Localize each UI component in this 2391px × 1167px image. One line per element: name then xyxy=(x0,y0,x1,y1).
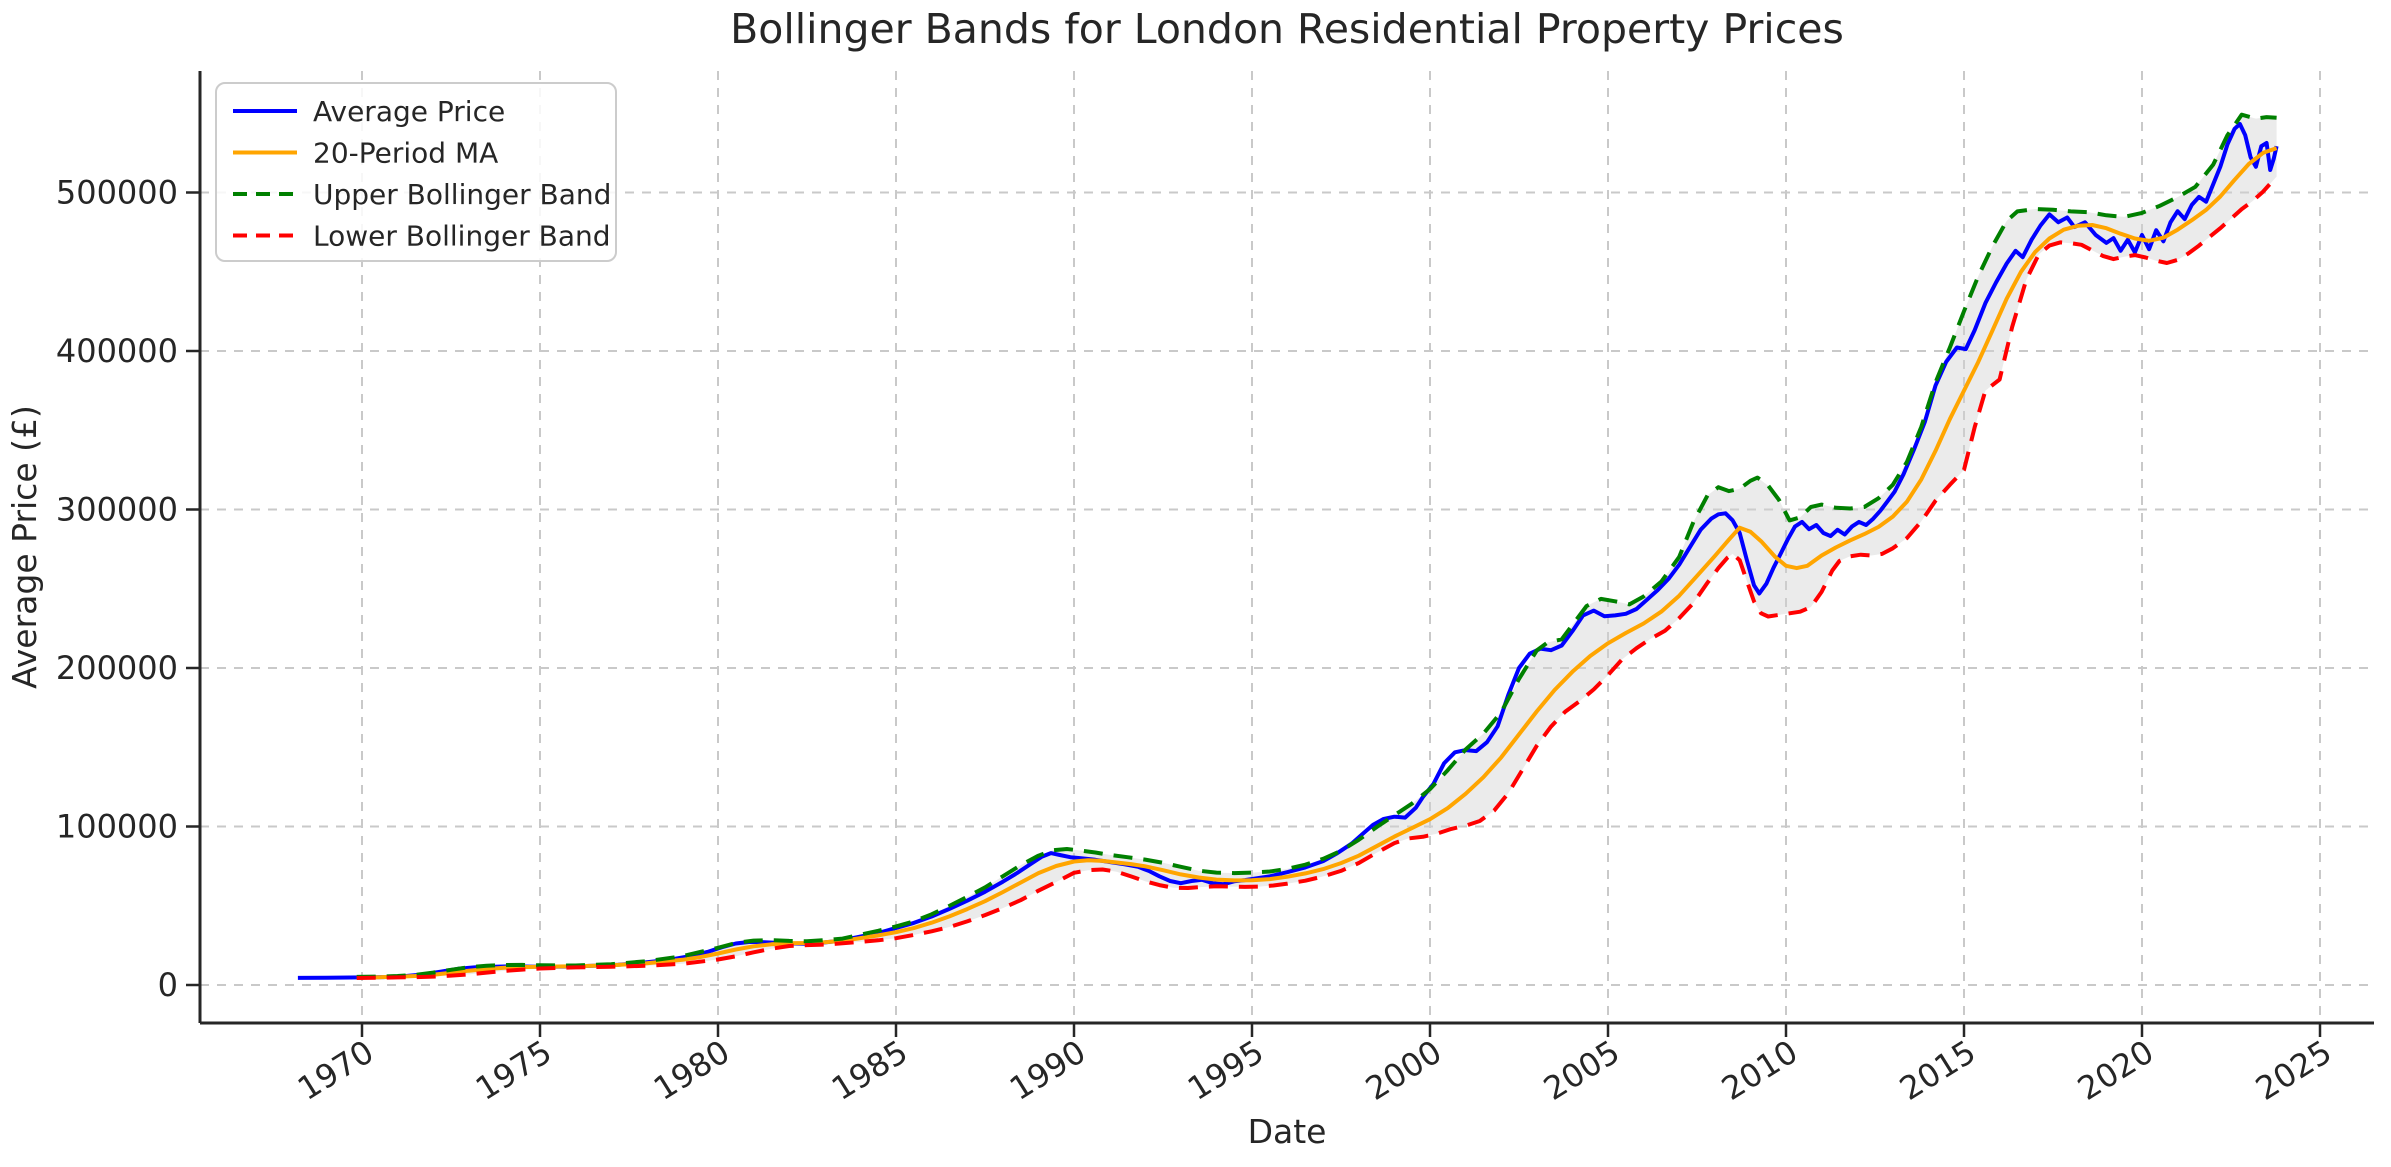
y-tick-label: 200000 xyxy=(56,649,178,687)
legend-item-label: Lower Bollinger Band xyxy=(313,220,611,253)
x-tick-label: 2005 xyxy=(1537,1033,1626,1108)
x-tick-label: 1995 xyxy=(1181,1033,1270,1108)
y-tick-label: 300000 xyxy=(56,491,178,529)
chart-title: Bollinger Bands for London Residential P… xyxy=(730,5,1844,53)
x-tick-label: 2025 xyxy=(2249,1033,2338,1108)
legend-item-label: 20-Period MA xyxy=(313,137,498,170)
y-tick-label: 500000 xyxy=(56,174,178,212)
20-period-ma-line xyxy=(356,146,2278,980)
y-axis-label: Average Price (£) xyxy=(5,405,44,689)
upper-bollinger-band-line xyxy=(356,112,2277,979)
x-tick-label: 1980 xyxy=(647,1033,736,1108)
x-tick-label: 2020 xyxy=(2071,1033,2160,1108)
x-tick-label: 1985 xyxy=(825,1033,914,1108)
legend-item-label: Average Price xyxy=(313,95,505,128)
x-tick-label: 2015 xyxy=(1893,1033,1982,1108)
y-tick-label: 0 xyxy=(158,966,178,1004)
data-series xyxy=(297,112,2279,980)
legend-box xyxy=(215,82,617,262)
axis-ticks xyxy=(186,191,2322,1037)
y-tick-label: 100000 xyxy=(56,808,178,846)
x-tick-label: 1975 xyxy=(469,1033,558,1108)
bollinger-band-fill xyxy=(356,114,2277,978)
x-tick-label: 2010 xyxy=(1715,1033,1804,1108)
x-axis-label: Date xyxy=(1248,1112,1327,1151)
legend-item-label: Upper Bollinger Band xyxy=(313,178,611,211)
band-fill-area xyxy=(356,114,2277,978)
x-tick-label: 1990 xyxy=(1003,1033,1092,1108)
legend: Average Price 20-Period MA Upper Bollinger… xyxy=(215,82,617,262)
axis-spines xyxy=(198,71,2374,1025)
x-tick-label: 1970 xyxy=(291,1033,380,1108)
y-tick-label: 400000 xyxy=(56,332,178,370)
x-tick-label: 2000 xyxy=(1359,1033,1448,1108)
